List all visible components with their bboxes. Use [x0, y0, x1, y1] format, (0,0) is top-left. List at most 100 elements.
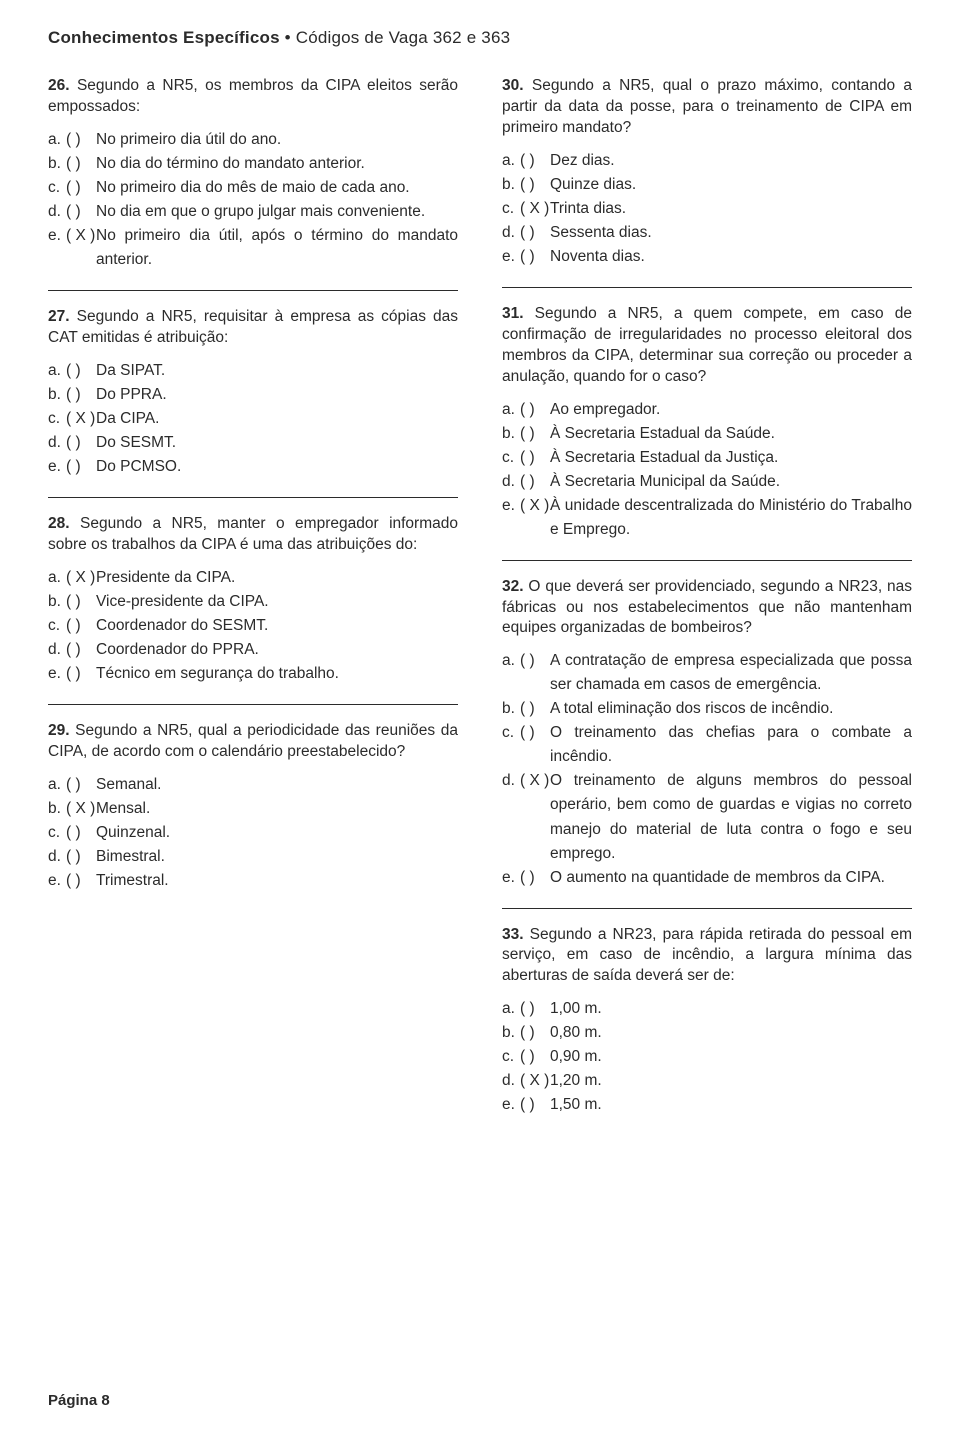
option-mark[interactable]: ( ) [520, 173, 550, 197]
option-mark[interactable]: ( ) [520, 697, 550, 721]
option-letter: c. [48, 407, 66, 431]
option-mark[interactable]: ( ) [66, 773, 96, 797]
option-letter: e. [502, 866, 520, 890]
option-text: No dia em que o grupo julgar mais conven… [96, 200, 458, 224]
option-text: Da CIPA. [96, 407, 458, 431]
option-row: a.( )1,00 m. [502, 997, 912, 1021]
option-row: e.( )Trimestral. [48, 869, 458, 893]
option-mark[interactable]: ( ) [66, 152, 96, 176]
option-text: A total eliminação dos riscos de incêndi… [550, 697, 912, 721]
option-mark[interactable]: ( ) [520, 245, 550, 269]
option-letter: b. [48, 152, 66, 176]
option-row: c.( )Coordenador do SESMT. [48, 614, 458, 638]
option-mark[interactable]: ( ) [520, 1045, 550, 1069]
option-mark[interactable]: ( X ) [66, 566, 96, 590]
option-text: Semanal. [96, 773, 458, 797]
option-list: a.( )Semanal.b.( X )Mensal.c.( )Quinzena… [48, 773, 458, 893]
option-row: d.( )Do SESMT. [48, 431, 458, 455]
option-text: No primeiro dia útil, após o término do … [96, 224, 458, 272]
option-text: Presidente da CIPA. [96, 566, 458, 590]
option-mark[interactable]: ( ) [66, 869, 96, 893]
option-text: À Secretaria Municipal da Saúde. [550, 470, 912, 494]
question-text: 30. Segundo a NR5, qual o prazo máximo, … [502, 76, 912, 139]
separator [502, 287, 912, 288]
option-mark[interactable]: ( ) [66, 200, 96, 224]
option-letter: d. [502, 769, 520, 793]
option-text: O treinamento das chefias para o combate… [550, 721, 912, 769]
option-mark[interactable]: ( ) [520, 649, 550, 673]
option-row: b.( )Vice-presidente da CIPA. [48, 590, 458, 614]
option-mark[interactable]: ( ) [66, 128, 96, 152]
option-mark[interactable]: ( ) [520, 1093, 550, 1117]
option-text: Quinze dias. [550, 173, 912, 197]
option-letter: d. [502, 1069, 520, 1093]
option-mark[interactable]: ( ) [520, 446, 550, 470]
option-mark[interactable]: ( ) [66, 176, 96, 200]
page: Conhecimentos Específicos • Códigos de V… [0, 0, 960, 1433]
option-mark[interactable]: ( X ) [520, 769, 550, 793]
option-mark[interactable]: ( ) [66, 821, 96, 845]
option-mark[interactable]: ( ) [520, 866, 550, 890]
option-text: Sessenta dias. [550, 221, 912, 245]
option-mark[interactable]: ( ) [66, 662, 96, 686]
option-mark[interactable]: ( X ) [66, 407, 96, 431]
option-letter: e. [48, 455, 66, 479]
option-mark[interactable]: ( ) [66, 383, 96, 407]
option-text: Vice-presidente da CIPA. [96, 590, 458, 614]
option-letter: a. [48, 128, 66, 152]
option-mark[interactable]: ( X ) [520, 494, 550, 518]
option-text: No primeiro dia útil do ano. [96, 128, 458, 152]
option-mark[interactable]: ( ) [66, 638, 96, 662]
option-letter: b. [48, 797, 66, 821]
option-letter: e. [48, 869, 66, 893]
option-row: a.( )A contratação de empresa especializ… [502, 649, 912, 697]
option-row: c.( )Quinzenal. [48, 821, 458, 845]
option-letter: d. [48, 200, 66, 224]
option-text: Bimestral. [96, 845, 458, 869]
option-text: 1,00 m. [550, 997, 912, 1021]
option-letter: e. [502, 494, 520, 518]
option-mark[interactable]: ( X ) [520, 197, 550, 221]
option-mark[interactable]: ( ) [66, 590, 96, 614]
option-text: Trimestral. [96, 869, 458, 893]
option-row: b.( )À Secretaria Estadual da Saúde. [502, 422, 912, 446]
option-mark[interactable]: ( ) [66, 359, 96, 383]
option-mark[interactable]: ( X ) [66, 797, 96, 821]
option-letter: c. [502, 721, 520, 745]
option-letter: c. [502, 197, 520, 221]
option-mark[interactable]: ( X ) [66, 224, 96, 248]
question-number: 32. [502, 578, 524, 595]
option-row: e.( X )À unidade descentralizada do Mini… [502, 494, 912, 542]
option-list: a.( )A contratação de empresa especializ… [502, 649, 912, 889]
option-list: a.( X )Presidente da CIPA.b.( )Vice-pres… [48, 566, 458, 686]
option-text: Mensal. [96, 797, 458, 821]
question-text: 27. Segundo a NR5, requisitar à empresa … [48, 307, 458, 349]
option-mark[interactable]: ( ) [520, 997, 550, 1021]
option-mark[interactable]: ( ) [520, 221, 550, 245]
option-letter: b. [48, 383, 66, 407]
option-mark[interactable]: ( ) [66, 431, 96, 455]
option-mark[interactable]: ( ) [520, 1021, 550, 1045]
option-mark[interactable]: ( ) [520, 470, 550, 494]
option-letter: a. [502, 398, 520, 422]
option-mark[interactable]: ( ) [66, 845, 96, 869]
option-letter: b. [502, 697, 520, 721]
option-mark[interactable]: ( ) [66, 614, 96, 638]
question-body: Segundo a NR5, qual a periodicidade das … [48, 722, 458, 760]
option-mark[interactable]: ( ) [520, 149, 550, 173]
option-letter: b. [502, 422, 520, 446]
option-row: c.( )O treinamento das chefias para o co… [502, 721, 912, 769]
option-text: Do SESMT. [96, 431, 458, 455]
option-mark[interactable]: ( ) [520, 721, 550, 745]
option-letter: e. [502, 1093, 520, 1117]
question-text: 31. Segundo a NR5, a quem compete, em ca… [502, 304, 912, 388]
option-letter: a. [502, 997, 520, 1021]
option-mark[interactable]: ( X ) [520, 1069, 550, 1093]
option-mark[interactable]: ( ) [520, 422, 550, 446]
option-mark[interactable]: ( ) [66, 455, 96, 479]
option-list: a.( )Dez dias.b.( )Quinze dias.c.( X )Tr… [502, 149, 912, 269]
separator [48, 704, 458, 705]
question-text: 26. Segundo a NR5, os membros da CIPA el… [48, 76, 458, 118]
option-letter: d. [502, 221, 520, 245]
option-mark[interactable]: ( ) [520, 398, 550, 422]
